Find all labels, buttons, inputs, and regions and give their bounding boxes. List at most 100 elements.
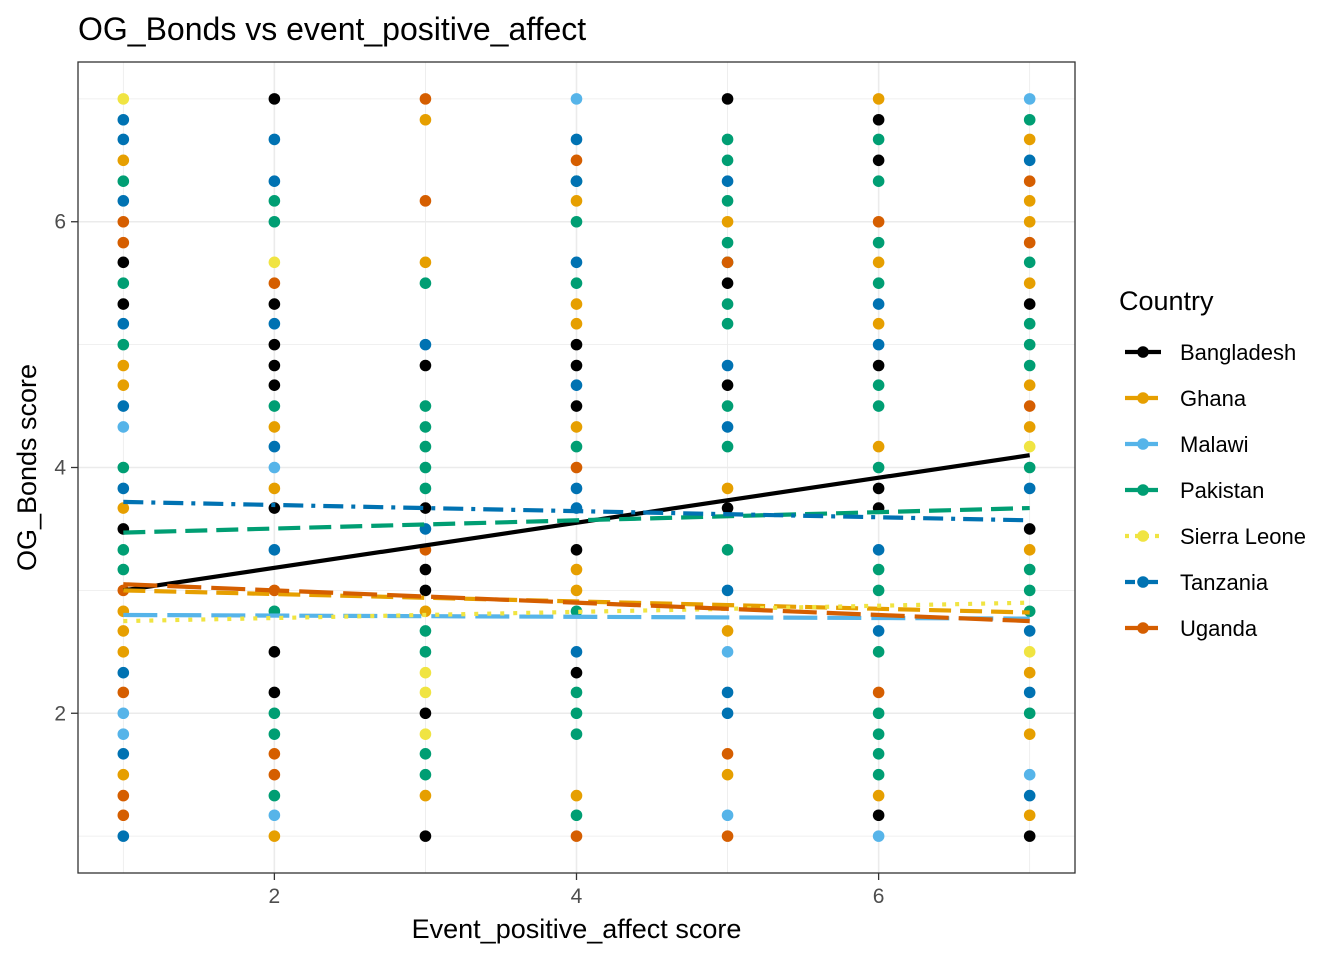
data-point xyxy=(721,154,734,167)
data-point xyxy=(419,646,432,658)
data-point xyxy=(117,482,130,495)
data-point xyxy=(872,317,885,330)
data-point xyxy=(570,421,583,433)
data-point xyxy=(268,359,281,372)
data-point xyxy=(721,625,734,637)
data-point xyxy=(570,195,583,207)
data-point xyxy=(721,830,734,842)
data-point xyxy=(872,482,885,495)
data-point xyxy=(419,440,432,453)
data-point xyxy=(570,400,583,412)
data-point xyxy=(872,236,885,249)
data-point xyxy=(117,421,130,433)
legend-key-point xyxy=(1137,622,1149,634)
data-point xyxy=(721,195,734,207)
data-point xyxy=(570,461,583,474)
data-point xyxy=(117,728,130,740)
data-point xyxy=(570,728,583,740)
legend-item: Tanzania xyxy=(1125,570,1269,595)
legend-key-point xyxy=(1137,392,1149,404)
legend-item: Ghana xyxy=(1125,386,1247,411)
data-point xyxy=(872,646,885,658)
data-point xyxy=(117,236,130,249)
data-point xyxy=(268,646,281,658)
legend-label: Pakistan xyxy=(1180,478,1264,503)
legend-label: Bangladesh xyxy=(1180,340,1296,365)
data-point xyxy=(268,379,281,391)
data-point xyxy=(117,154,130,167)
data-point xyxy=(268,768,281,781)
data-point xyxy=(721,809,734,822)
data-point xyxy=(570,605,583,618)
legend-label: Ghana xyxy=(1180,386,1247,411)
data-point xyxy=(419,400,432,412)
data-point xyxy=(872,256,885,269)
data-point xyxy=(721,175,734,187)
data-point xyxy=(721,686,734,699)
data-point xyxy=(419,461,432,474)
legend-key-point xyxy=(1137,530,1149,542)
data-point xyxy=(872,298,885,310)
data-point xyxy=(570,686,583,699)
data-point xyxy=(419,338,432,351)
data-point xyxy=(721,277,734,289)
data-point xyxy=(1023,768,1036,781)
data-point xyxy=(419,359,432,372)
data-point xyxy=(570,830,583,842)
data-point xyxy=(1023,195,1036,207)
data-point xyxy=(1023,809,1036,822)
data-point xyxy=(419,195,432,207)
data-point xyxy=(419,686,432,699)
data-point xyxy=(1023,789,1036,802)
data-point xyxy=(117,256,130,269)
x-tick-label: 4 xyxy=(571,885,583,908)
legend-key-point xyxy=(1137,484,1149,496)
chart-title: OG_Bonds vs event_positive_affect xyxy=(78,11,586,47)
data-point xyxy=(419,707,432,720)
data-point xyxy=(1023,236,1036,249)
data-point xyxy=(872,359,885,372)
legend-item: Uganda xyxy=(1125,616,1258,641)
data-point xyxy=(872,461,885,474)
data-point xyxy=(721,482,734,495)
data-point xyxy=(117,359,130,372)
trend-line xyxy=(123,612,1030,621)
data-point xyxy=(117,277,130,289)
data-point xyxy=(268,809,281,822)
data-point xyxy=(117,625,130,637)
data-point xyxy=(117,830,130,842)
data-point xyxy=(117,215,130,228)
data-point xyxy=(721,768,734,781)
data-point xyxy=(570,482,583,495)
data-point xyxy=(872,563,885,576)
data-point xyxy=(117,461,130,474)
data-point xyxy=(872,768,885,781)
data-point xyxy=(721,440,734,453)
data-point xyxy=(721,379,734,391)
data-point xyxy=(419,113,432,126)
data-point xyxy=(268,338,281,351)
data-point xyxy=(117,379,130,391)
data-point xyxy=(117,789,130,802)
data-point xyxy=(117,93,130,105)
data-point xyxy=(570,666,583,679)
data-point xyxy=(268,400,281,412)
data-point xyxy=(570,707,583,720)
data-point xyxy=(419,277,432,289)
data-point xyxy=(419,748,432,760)
data-point xyxy=(872,625,885,637)
data-point xyxy=(268,195,281,207)
data-point xyxy=(1023,482,1036,495)
data-point xyxy=(117,338,130,351)
data-point xyxy=(570,175,583,187)
trend-line xyxy=(123,505,1030,535)
data-point xyxy=(1023,277,1036,289)
legend-label: Sierra Leone xyxy=(1180,524,1306,549)
data-point xyxy=(268,748,281,760)
data-point xyxy=(570,544,583,556)
legend: Country Bangladesh Ghana Malawi Pakistan Sie… xyxy=(1119,286,1306,641)
x-tick-label: 2 xyxy=(269,885,281,908)
data-point xyxy=(570,563,583,576)
data-point xyxy=(570,584,583,597)
